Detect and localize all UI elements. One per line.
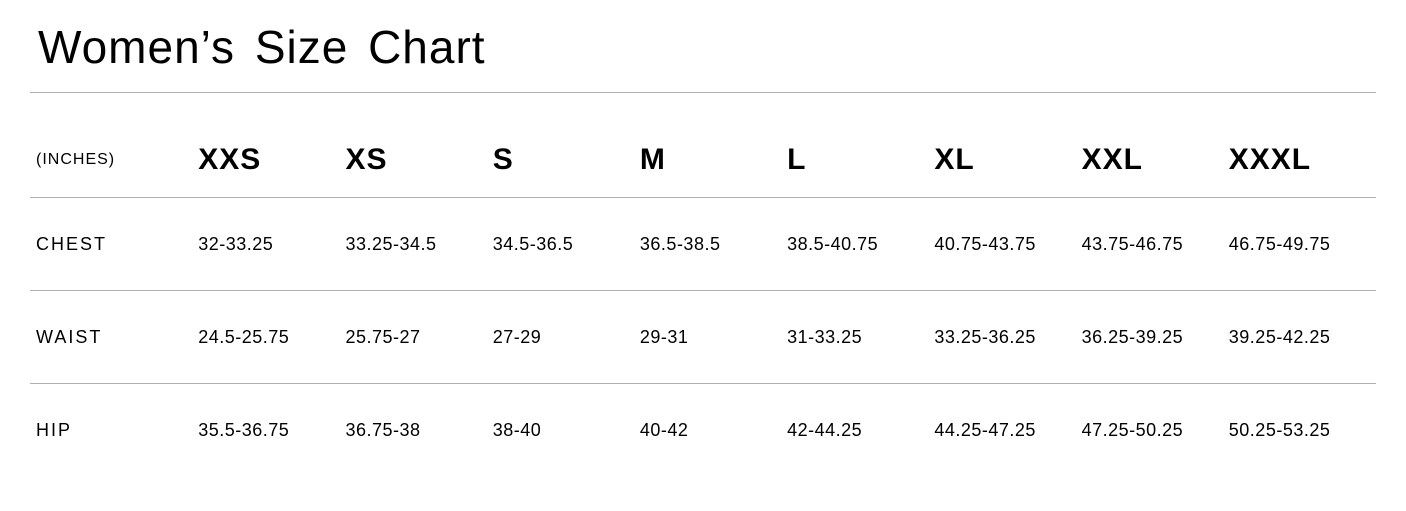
table-row: WAIST 24.5-25.75 25.75-27 27-29 29-31 31…	[30, 291, 1376, 384]
cell: 36.75-38	[345, 384, 492, 477]
unit-label: (INCHES)	[30, 123, 198, 198]
row-label: CHEST	[30, 198, 198, 291]
cell: 43.75-46.75	[1082, 198, 1229, 291]
cell: 42-44.25	[787, 384, 934, 477]
row-label: WAIST	[30, 291, 198, 384]
col-header: XXXL	[1229, 123, 1376, 198]
col-header: XL	[934, 123, 1081, 198]
cell: 33.25-36.25	[934, 291, 1081, 384]
cell: 40.75-43.75	[934, 198, 1081, 291]
cell: 24.5-25.75	[198, 291, 345, 384]
cell: 50.25-53.25	[1229, 384, 1376, 477]
cell: 32-33.25	[198, 198, 345, 291]
cell: 34.5-36.5	[493, 198, 640, 291]
cell: 39.25-42.25	[1229, 291, 1376, 384]
size-table: (INCHES) XXS XS S M L XL XXL XXXL CHEST …	[30, 123, 1376, 476]
col-header: S	[493, 123, 640, 198]
cell: 44.25-47.25	[934, 384, 1081, 477]
cell: 29-31	[640, 291, 787, 384]
cell: 40-42	[640, 384, 787, 477]
cell: 27-29	[493, 291, 640, 384]
page-title: Women’s Size Chart	[38, 20, 1376, 74]
cell: 31-33.25	[787, 291, 934, 384]
cell: 36.25-39.25	[1082, 291, 1229, 384]
table-row: HIP 35.5-36.75 36.75-38 38-40 40-42 42-4…	[30, 384, 1376, 477]
cell: 47.25-50.25	[1082, 384, 1229, 477]
title-rule	[30, 92, 1376, 93]
cell: 25.75-27	[345, 291, 492, 384]
cell: 35.5-36.75	[198, 384, 345, 477]
cell: 38-40	[493, 384, 640, 477]
table-row: CHEST 32-33.25 33.25-34.5 34.5-36.5 36.5…	[30, 198, 1376, 291]
col-header: M	[640, 123, 787, 198]
col-header: XS	[345, 123, 492, 198]
col-header: L	[787, 123, 934, 198]
cell: 33.25-34.5	[345, 198, 492, 291]
cell: 36.5-38.5	[640, 198, 787, 291]
cell: 38.5-40.75	[787, 198, 934, 291]
cell: 46.75-49.75	[1229, 198, 1376, 291]
size-chart-page: Women’s Size Chart (INCHES) XXS XS S M L…	[0, 0, 1406, 511]
row-label: HIP	[30, 384, 198, 477]
table-header-row: (INCHES) XXS XS S M L XL XXL XXXL	[30, 123, 1376, 198]
col-header: XXL	[1082, 123, 1229, 198]
col-header: XXS	[198, 123, 345, 198]
